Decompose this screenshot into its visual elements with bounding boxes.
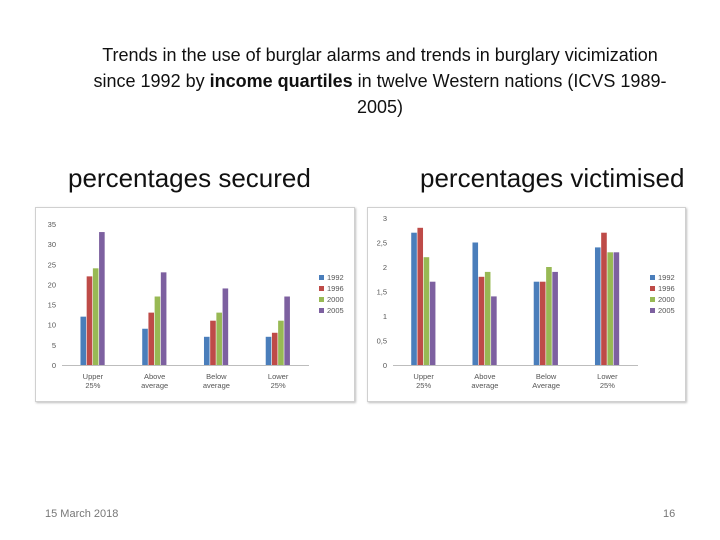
legend-label: 1996: [327, 284, 344, 293]
slide-title-line2-post: in twelve Western nations (ICVS 1989-: [352, 71, 667, 91]
bar-1996: [417, 227, 424, 365]
x-tick-label: 25%: [85, 381, 100, 390]
y-tick-label: 2,5: [377, 239, 387, 248]
bar-1996: [539, 281, 546, 365]
chart-secured: 05101520253035Upper25%AboveaverageBelowa…: [48, 220, 344, 390]
bar-1996: [210, 320, 216, 365]
legend-swatch: [650, 297, 655, 302]
slide-title-line3: 2005): [356, 97, 404, 117]
legend-swatch: [650, 286, 655, 291]
slide-title-line2: since 1992 by income quartiles in twelve…: [60, 68, 700, 94]
y-tick-label: 25: [48, 260, 56, 269]
bar-1996: [148, 312, 155, 365]
bar-1996: [271, 332, 278, 365]
bar-2005: [429, 281, 436, 365]
bar-1992: [472, 242, 479, 365]
legend-swatch: [650, 308, 655, 313]
bar-2000: [278, 320, 284, 365]
legend-label: 2005: [327, 306, 344, 315]
x-tick-label: average: [203, 381, 230, 390]
legend-label: 1992: [658, 273, 675, 282]
bar-1992: [203, 336, 210, 365]
x-tick-label: Upper: [83, 372, 104, 381]
footer-date: 15 March 2018: [45, 508, 119, 520]
bar-1992: [80, 316, 87, 365]
y-tick-label: 30: [48, 240, 56, 249]
y-tick-label: 5: [52, 341, 56, 350]
legend-label: 1996: [658, 284, 675, 293]
x-tick-label: Lower: [597, 372, 618, 381]
bar-2000: [92, 268, 99, 365]
chart-victimised: 00,511,522,53Upper25%AboveaverageBelowAv…: [377, 214, 675, 390]
y-tick-label: 0,5: [377, 337, 387, 346]
bar-1996: [478, 276, 485, 365]
x-tick-label: Above: [474, 372, 495, 381]
legend-swatch: [319, 286, 324, 291]
y-tick-label: 3: [383, 214, 387, 223]
legend-label: 2000: [327, 295, 344, 304]
x-tick-label: 25%: [600, 381, 615, 390]
legend-swatch: [319, 308, 324, 313]
chart-secured-frame: 0 5 10 15 20 25 30 35 Upper 25% Above average Below a…: [35, 207, 355, 402]
bar-2005: [552, 271, 558, 365]
bar-2005: [222, 288, 229, 365]
subhead-secured: percentages secured: [68, 163, 311, 193]
legend-label: 2000: [658, 295, 675, 304]
legend-swatch: [319, 275, 324, 280]
y-tick-label: 1,5: [377, 288, 387, 297]
x-tick-label: Above: [144, 372, 165, 381]
bar-2005: [613, 252, 620, 365]
x-tick-label: Average: [532, 381, 560, 390]
y-tick-label: 2: [383, 263, 387, 272]
chart-victimised-frame: 0 0,5 1 1,5 2 2,5 3 Upper 25% Above average Below Av…: [367, 207, 686, 402]
bar-2005: [160, 272, 167, 365]
y-tick-label: 0: [52, 361, 56, 370]
x-tick-label: 25%: [271, 381, 286, 390]
legend-label: 1992: [327, 273, 344, 282]
slide-title-line2-bold: income quartiles: [209, 71, 353, 91]
bar-1992: [142, 328, 148, 365]
x-tick-label: Below: [536, 372, 557, 381]
bar-2000: [546, 267, 552, 365]
bar-1992: [411, 232, 417, 365]
x-tick-label: Lower: [268, 372, 289, 381]
bar-1992: [533, 281, 540, 365]
slide-title-line2-pre: since 1992 by: [93, 71, 210, 91]
slide-title: Trends in the use of burglar alarms and …: [60, 42, 700, 120]
x-tick-label: Upper: [413, 372, 434, 381]
y-tick-label: 15: [48, 301, 56, 310]
legend-swatch: [319, 297, 324, 302]
y-tick-label: 20: [48, 280, 56, 289]
subhead-victimised: percentages victimised: [420, 163, 685, 193]
x-tick-label: average: [471, 381, 498, 390]
bar-2000: [216, 312, 222, 365]
legend-swatch: [650, 275, 655, 280]
bar-2000: [607, 252, 613, 365]
y-tick-label: 10: [48, 321, 56, 330]
y-tick-label: 1: [383, 312, 387, 321]
slide-title-line1: Trends in the use of burglar alarms and …: [102, 45, 658, 65]
bar-2005: [99, 232, 105, 365]
bar-2005: [491, 296, 497, 365]
bar-2000: [484, 271, 491, 365]
x-tick-label: 25%: [416, 381, 431, 390]
bar-2000: [154, 296, 161, 365]
bar-1996: [601, 232, 607, 365]
legend-label: 2005: [658, 306, 675, 315]
bar-2000: [423, 257, 430, 365]
x-tick-label: Below: [206, 372, 227, 381]
footer-page-number: 16: [663, 508, 676, 520]
x-tick-label: average: [141, 381, 168, 390]
y-tick-label: 35: [48, 220, 56, 229]
bar-1992: [594, 247, 601, 365]
y-tick-label: 0: [383, 361, 387, 370]
bar-1996: [86, 276, 93, 365]
bar-2005: [284, 296, 290, 365]
bar-1992: [265, 336, 272, 365]
